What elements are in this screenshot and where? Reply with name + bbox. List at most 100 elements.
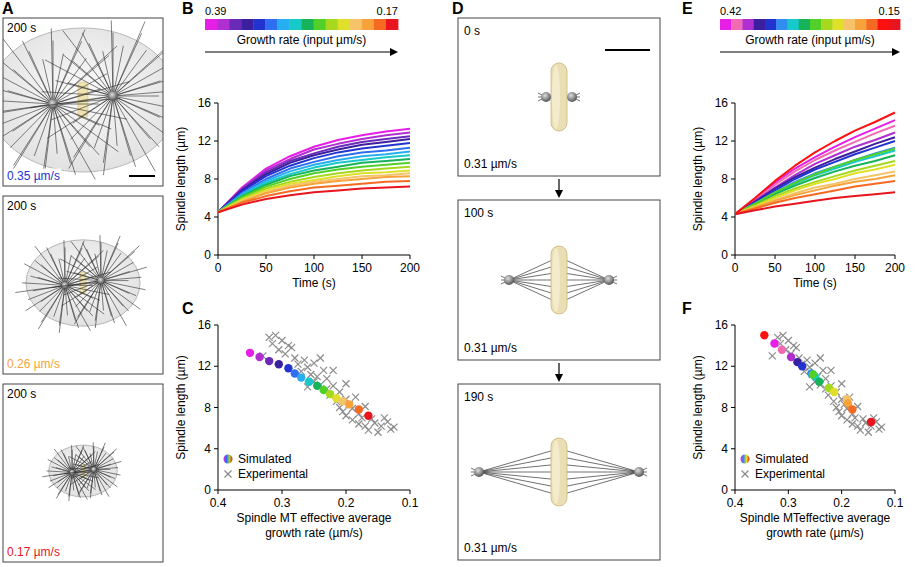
colorbar-swatch [889, 19, 901, 30]
experimental-point [838, 380, 845, 387]
panel-letter: D [452, 0, 464, 17]
cross-stroke [742, 471, 749, 478]
colorbar-swatch [833, 19, 845, 30]
aster-ray [63, 31, 113, 96]
cross-stroke [343, 380, 350, 387]
cross-stroke [323, 375, 330, 382]
series-line [735, 161, 895, 214]
aster-ray [24, 264, 65, 286]
simulated-point [297, 373, 305, 381]
aster-ray [9, 104, 53, 177]
y-tick-label: 4 [721, 442, 728, 456]
y-tick-label: 0 [204, 483, 211, 497]
simulated-point [809, 370, 817, 378]
cross-stroke [330, 367, 337, 374]
aster-ray [76, 446, 94, 470]
cross-stroke [282, 350, 289, 357]
experimental-point [865, 429, 872, 436]
aster-ray [58, 472, 72, 494]
cross-stroke [820, 367, 827, 374]
spindle-mt [557, 464, 639, 472]
cell [26, 240, 140, 326]
cross-stroke [878, 424, 885, 431]
y-tick-label: 4 [204, 442, 211, 456]
aster-ray [113, 96, 160, 117]
cross-stroke [844, 416, 851, 423]
cross-stroke [301, 357, 308, 364]
aster-ray [94, 470, 118, 487]
aster-ray [113, 96, 155, 171]
aster-ray [47, 247, 65, 285]
series-line [218, 163, 410, 212]
aster-ray [73, 62, 113, 96]
x-tick-label: 0.1 [887, 496, 904, 510]
time-label: 100 s [464, 206, 493, 220]
y-tick-label: 12 [715, 134, 729, 148]
series-line [735, 165, 895, 214]
colorbar-arrow [205, 51, 396, 52]
y-tick [214, 448, 218, 449]
experimental-point [320, 367, 327, 374]
series-line [735, 171, 895, 214]
cross-stroke [288, 344, 295, 351]
experimental-point [349, 416, 356, 423]
colorbar-swatch [878, 19, 890, 30]
aster-ray [113, 96, 130, 156]
cross-stroke [311, 360, 318, 367]
aster-ray [35, 246, 65, 285]
colorbar-swatch [362, 19, 374, 30]
experimental-point [833, 404, 840, 411]
y-axis-title: Spindle length (µm) [174, 355, 188, 459]
aster-ray [103, 96, 113, 163]
colorbar-arrow [720, 51, 898, 52]
aster-ray [77, 281, 101, 318]
simulated-point [345, 400, 353, 408]
axis-title-line: Time (s) [292, 276, 336, 290]
panel-letter: E [682, 0, 693, 17]
experimental-point [311, 360, 318, 367]
colorbar-swatch [788, 19, 800, 30]
aster-ray [113, 33, 114, 96]
cross-stroke [349, 416, 356, 423]
aster-ray [64, 470, 94, 474]
axis-title: Spindle MTeffective averagegrowth rate (… [740, 511, 891, 540]
cross-stroke [343, 412, 350, 419]
cross-stroke [275, 346, 282, 353]
experimental-point [330, 367, 337, 374]
cross-stroke [275, 346, 282, 353]
cross-stroke [282, 350, 289, 357]
cross-stroke [343, 380, 350, 387]
colorbar-tick-label: 0.17 [377, 5, 398, 17]
aster-ray [53, 104, 70, 164]
colorbar-swatch [350, 19, 362, 30]
aster-ray [82, 33, 113, 96]
colorbar-swatch [289, 19, 301, 30]
x-tick [314, 255, 315, 259]
cross-stroke [323, 375, 330, 382]
rate-label: 0.31 µm/s [464, 157, 517, 171]
label-patch [6, 21, 38, 36]
aster-ray [25, 285, 65, 310]
aster-ray [101, 236, 120, 281]
simulated-point [265, 357, 273, 365]
rate-label: 0.31 µm/s [464, 541, 517, 555]
cross-stroke [317, 355, 324, 362]
x-tick-label: 0.3 [274, 496, 291, 510]
colorbar-swatch [765, 19, 777, 30]
cross-stroke [272, 332, 279, 339]
experimental-point [330, 382, 337, 389]
aster-ray [101, 243, 102, 281]
x-tick [735, 490, 736, 494]
simulated-point [355, 405, 363, 413]
series-group [735, 113, 895, 215]
y-tick-label: 16 [198, 318, 212, 332]
series-line [735, 192, 895, 214]
cross-stroke [269, 340, 276, 347]
pole [567, 92, 577, 102]
frame-border [3, 384, 163, 562]
y-axis-title: Spindle length (µm) [691, 127, 705, 231]
cross-stroke [295, 361, 302, 368]
time-label: 200 s [7, 387, 36, 401]
experimental-point [314, 373, 321, 380]
aster-ray [101, 262, 133, 280]
